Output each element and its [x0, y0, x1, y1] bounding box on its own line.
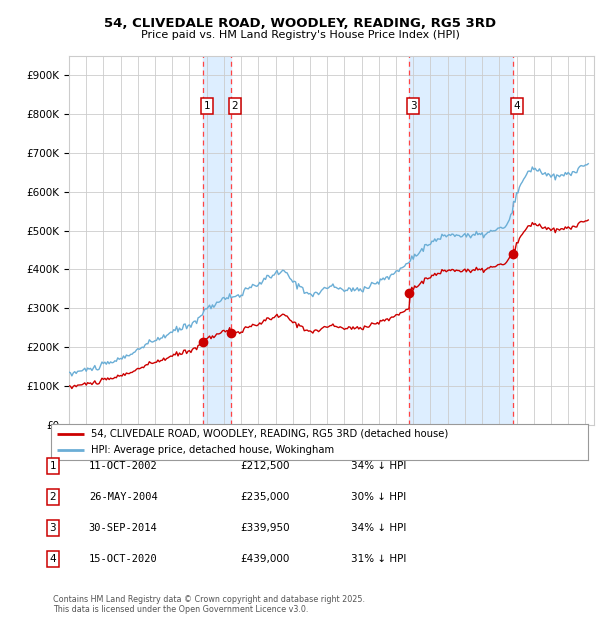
Text: 15-OCT-2020: 15-OCT-2020 — [89, 554, 158, 564]
Text: 54, CLIVEDALE ROAD, WOODLEY, READING, RG5 3RD (detached house): 54, CLIVEDALE ROAD, WOODLEY, READING, RG… — [91, 429, 449, 439]
Bar — [203, 56, 231, 425]
Text: 4: 4 — [514, 100, 520, 110]
Text: 26-MAY-2004: 26-MAY-2004 — [89, 492, 158, 502]
Text: £439,000: £439,000 — [240, 554, 289, 564]
Text: £339,950: £339,950 — [240, 523, 290, 533]
Text: 2: 2 — [49, 492, 56, 502]
Text: £212,500: £212,500 — [240, 461, 290, 471]
Text: 31% ↓ HPI: 31% ↓ HPI — [351, 554, 406, 564]
Text: 30% ↓ HPI: 30% ↓ HPI — [351, 492, 406, 502]
Text: 11-OCT-2002: 11-OCT-2002 — [89, 461, 158, 471]
Text: HPI: Average price, detached house, Wokingham: HPI: Average price, detached house, Woki… — [91, 445, 334, 455]
Text: 30-SEP-2014: 30-SEP-2014 — [89, 523, 158, 533]
Text: 54, CLIVEDALE ROAD, WOODLEY, READING, RG5 3RD: 54, CLIVEDALE ROAD, WOODLEY, READING, RG… — [104, 17, 496, 30]
Bar — [409, 56, 513, 425]
Text: Price paid vs. HM Land Registry's House Price Index (HPI): Price paid vs. HM Land Registry's House … — [140, 30, 460, 40]
Text: 2: 2 — [232, 100, 238, 110]
Text: 1: 1 — [49, 461, 56, 471]
Text: 3: 3 — [410, 100, 416, 110]
Text: 34% ↓ HPI: 34% ↓ HPI — [351, 523, 406, 533]
Text: This data is licensed under the Open Government Licence v3.0.: This data is licensed under the Open Gov… — [53, 604, 308, 614]
Text: 4: 4 — [49, 554, 56, 564]
Text: £235,000: £235,000 — [240, 492, 289, 502]
Text: 34% ↓ HPI: 34% ↓ HPI — [351, 461, 406, 471]
Text: 1: 1 — [204, 100, 211, 110]
Text: 3: 3 — [49, 523, 56, 533]
Text: Contains HM Land Registry data © Crown copyright and database right 2025.: Contains HM Land Registry data © Crown c… — [53, 595, 365, 604]
